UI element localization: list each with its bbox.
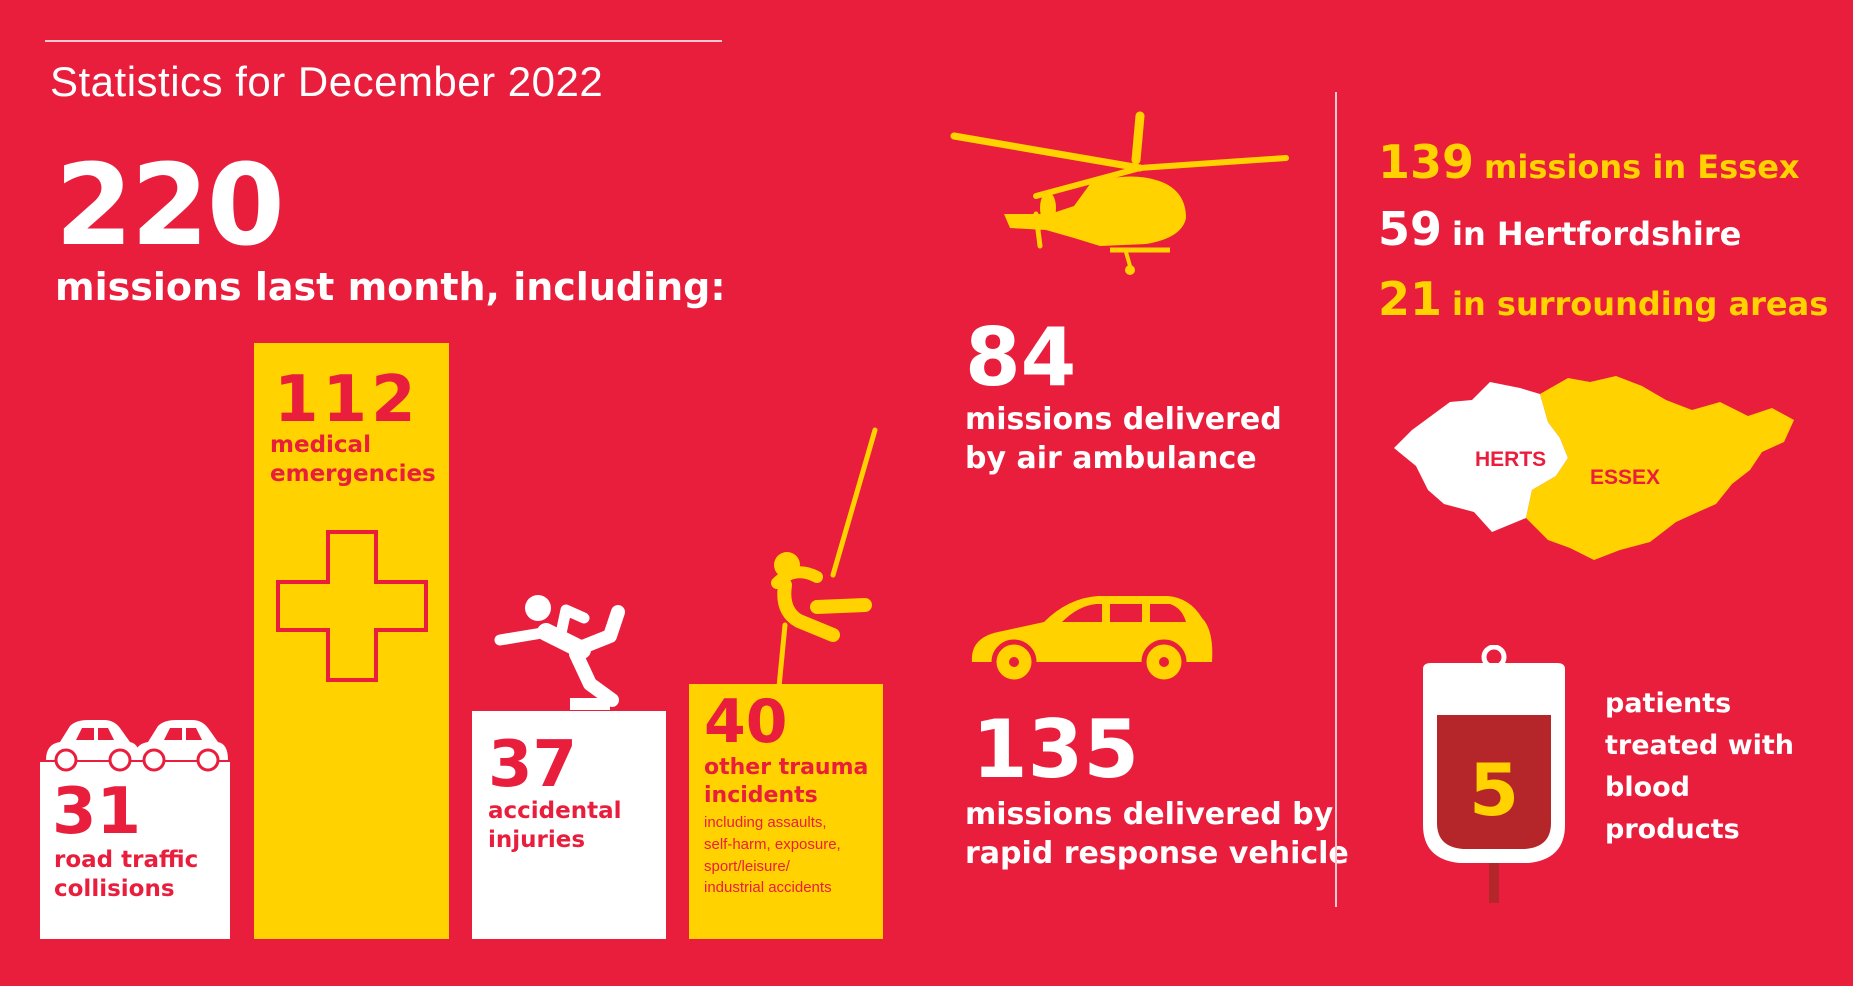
region-surrounding: 21 in surrounding areas — [1378, 272, 1829, 326]
total-missions-label: missions last month, including: — [55, 265, 726, 309]
cars-icon — [46, 720, 228, 772]
rrv-missions-value: 135 — [972, 703, 1139, 796]
road-traffic-value: 31 — [52, 775, 142, 849]
falling-person-icon — [494, 595, 625, 710]
bar-other-trauma: 40 other trauma incidents including assa… — [689, 684, 883, 939]
blood-bag-icon: 5 — [1423, 645, 1565, 903]
header-divider — [45, 40, 722, 42]
bar-accidental: 37 accidental injuries — [472, 711, 666, 939]
medical-value: 112 — [274, 363, 420, 437]
map-essex-label: ESSEX — [1590, 466, 1660, 489]
air-missions-value: 84 — [965, 311, 1077, 404]
page-title: Statistics for December 2022 — [50, 58, 604, 105]
bar-road-traffic: 31 road traffic collisions — [40, 762, 230, 939]
rrv-missions-label: missions delivered by rapid response veh… — [965, 797, 1349, 871]
blood-label: patients treated with blood products — [1605, 688, 1795, 845]
map-herts-label: HERTS — [1475, 448, 1546, 471]
blood-value: 5 — [1469, 748, 1519, 832]
region-map: HERTS ESSEX — [1394, 376, 1794, 560]
road-traffic-label: road traffic collisions — [54, 847, 199, 902]
region-essex: 139 missions in Essex — [1378, 135, 1800, 189]
air-missions-label: missions delivered by air ambulance — [965, 402, 1282, 476]
other-trauma-detail: including assaults, self-harm, exposure,… — [704, 814, 841, 897]
bar-medical: 112 medical emergencies — [254, 343, 449, 939]
helicopter-icon — [950, 111, 1289, 275]
abseiling-person-icon — [771, 427, 878, 687]
other-trauma-value: 40 — [704, 687, 788, 757]
region-hertfordshire: 59 in Hertfordshire — [1378, 202, 1742, 256]
column-divider — [1335, 92, 1337, 907]
other-trauma-label: other trauma incidents — [704, 755, 869, 808]
total-missions-value: 220 — [55, 141, 285, 271]
herts-shape — [1394, 382, 1568, 532]
medical-cross-icon — [276, 530, 428, 682]
accidental-label: accidental injuries — [488, 798, 622, 853]
medical-label: medical emergencies — [270, 432, 436, 487]
essex-shape — [1526, 376, 1794, 560]
rapid-response-car-icon — [971, 596, 1213, 685]
accidental-value: 37 — [488, 728, 578, 802]
